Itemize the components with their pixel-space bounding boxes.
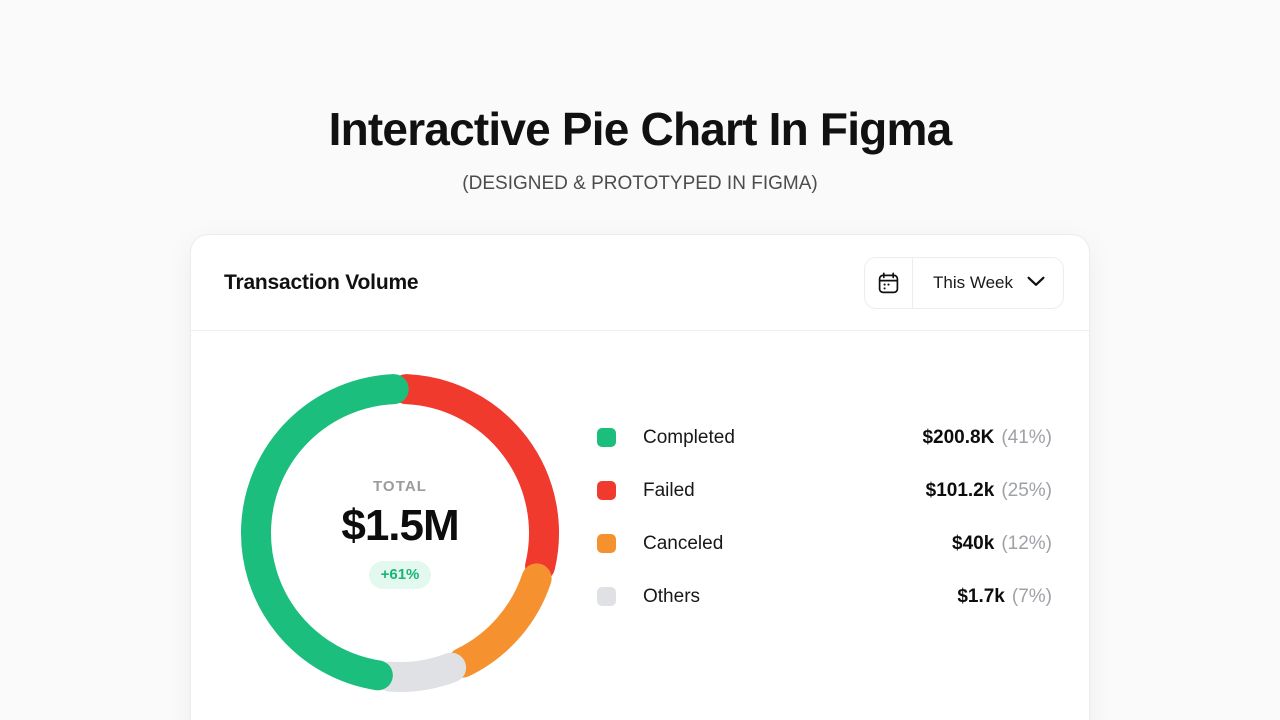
donut-segment-failed[interactable] — [391, 374, 559, 582]
card-header: Transaction Volume This Week — [191, 235, 1089, 331]
legend-value: $101.2k — [925, 479, 995, 501]
donut-change-badge: +61% — [368, 560, 432, 589]
legend-label: Completed — [643, 426, 735, 448]
legend-row[interactable]: Failed $101.2k (25%) — [597, 464, 1052, 517]
legend-row[interactable]: Others $1.7k (7%) — [597, 570, 1052, 623]
transaction-volume-card: Transaction Volume This Week — [190, 234, 1090, 720]
legend-color-swatch — [597, 534, 616, 553]
legend-value-group: $200.8K (41%) — [922, 427, 1052, 449]
chevron-down-icon — [1027, 274, 1045, 292]
donut-chart-svg — [241, 374, 559, 692]
date-range-dropdown[interactable]: This Week — [864, 256, 1064, 309]
donut-center-summary: TOTAL $1.5M +61% — [230, 363, 570, 703]
legend-value-group: $1.7k (7%) — [957, 586, 1052, 608]
chart-legend: Completed $200.8K (41%) Failed $101.2k (25%) C… — [597, 411, 1052, 623]
legend-label: Failed — [643, 479, 695, 501]
legend-label: Others — [643, 585, 701, 607]
legend-row[interactable]: Completed $200.8K (41%) — [597, 411, 1052, 464]
date-range-value: This Week — [933, 272, 1013, 292]
calendar-icon — [865, 257, 913, 308]
legend-value-group: $101.2k (25%) — [926, 480, 1052, 502]
legend-value: $200.8K — [922, 426, 995, 448]
legend-percent: (25%) — [1001, 479, 1052, 501]
legend-percent: (7%) — [1011, 585, 1052, 607]
legend-color-swatch — [597, 428, 616, 447]
legend-value: $1.7k — [957, 585, 1005, 607]
donut-segment-completed[interactable] — [241, 374, 409, 691]
legend-value-group: $40k (12%) — [952, 533, 1052, 555]
donut-chart[interactable]: TOTAL $1.5M +61% — [230, 363, 570, 703]
card-title: Transaction Volume — [224, 270, 419, 294]
legend-color-swatch — [597, 481, 616, 500]
page-title: Interactive Pie Chart In Figma — [328, 103, 953, 155]
donut-total-label: TOTAL — [372, 477, 428, 495]
donut-total-value: $1.5M — [341, 500, 459, 550]
legend-label: Canceled — [643, 532, 724, 554]
donut-segment-others[interactable] — [375, 652, 467, 692]
date-range-value-group[interactable]: This Week — [913, 258, 1063, 308]
legend-value: $40k — [952, 532, 995, 554]
legend-row[interactable]: Canceled $40k (12%) — [597, 517, 1052, 570]
legend-percent: (12%) — [1001, 532, 1052, 554]
legend-percent: (41%) — [1001, 426, 1052, 448]
card-body: TOTAL $1.5M +61% Completed $200.8K (41%) Fa… — [191, 331, 1089, 720]
page-subtitle: (DESIGNED & PROTOTYPED IN FIGMA) — [462, 173, 818, 194]
donut-segment-canceled[interactable] — [447, 563, 552, 678]
legend-color-swatch — [597, 587, 616, 606]
